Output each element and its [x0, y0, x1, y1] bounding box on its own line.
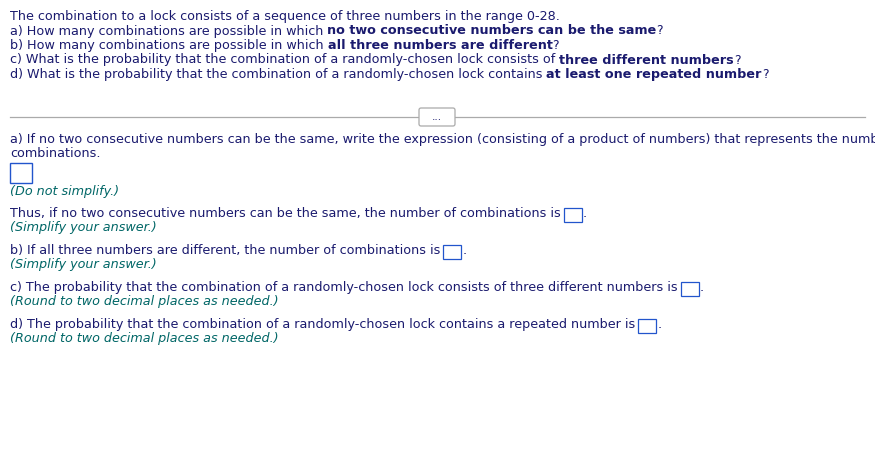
Text: d) The probability that the combination of a randomly-chosen lock contains a rep: d) The probability that the combination …: [10, 318, 635, 331]
Text: ?: ?: [734, 54, 740, 67]
Text: .: .: [462, 244, 466, 257]
Text: Thus, if no two consecutive numbers can be the same, the number of combinations : Thus, if no two consecutive numbers can …: [10, 207, 561, 220]
Text: ...: ...: [432, 112, 442, 122]
Text: (Round to two decimal places as needed.): (Round to two decimal places as needed.): [10, 332, 278, 345]
Text: (Round to two decimal places as needed.): (Round to two decimal places as needed.): [10, 295, 278, 308]
Text: three different numbers: three different numbers: [559, 54, 734, 67]
Text: ?: ?: [552, 39, 559, 52]
Text: (Simplify your answer.): (Simplify your answer.): [10, 221, 157, 234]
Bar: [681, 282, 698, 296]
Text: b) How many combinations are possible in which: b) How many combinations are possible in…: [10, 39, 327, 52]
Text: a) How many combinations are possible in which: a) How many combinations are possible in…: [10, 25, 327, 38]
Text: no two consecutive numbers can be the same: no two consecutive numbers can be the sa…: [327, 25, 656, 38]
Text: .: .: [583, 207, 587, 220]
Bar: [444, 245, 461, 259]
Bar: [564, 208, 582, 222]
Text: ?: ?: [656, 25, 663, 38]
Text: (Do not simplify.): (Do not simplify.): [10, 185, 119, 198]
Text: a) If no two consecutive numbers can be the same, write the expression (consisti: a) If no two consecutive numbers can be …: [10, 133, 875, 146]
FancyBboxPatch shape: [419, 108, 455, 126]
Text: combinations.: combinations.: [10, 147, 101, 160]
Bar: [638, 319, 656, 333]
Bar: [10, 163, 32, 183]
Text: .: .: [657, 318, 662, 331]
Text: The combination to a lock consists of a sequence of three numbers in the range 0: The combination to a lock consists of a …: [10, 10, 560, 23]
Text: .: .: [700, 281, 704, 294]
Text: ?: ?: [762, 68, 768, 81]
Text: c) What is the probability that the combination of a randomly-chosen lock consis: c) What is the probability that the comb…: [10, 54, 559, 67]
Text: d) What is the probability that the combination of a randomly-chosen lock contai: d) What is the probability that the comb…: [10, 68, 547, 81]
Text: at least one repeated number: at least one repeated number: [547, 68, 762, 81]
Text: all three numbers are different: all three numbers are different: [327, 39, 552, 52]
Text: (Simplify your answer.): (Simplify your answer.): [10, 258, 157, 271]
Text: c) The probability that the combination of a randomly-chosen lock consists of th: c) The probability that the combination …: [10, 281, 677, 294]
Text: b) If all three numbers are different, the number of combinations is: b) If all three numbers are different, t…: [10, 244, 440, 257]
